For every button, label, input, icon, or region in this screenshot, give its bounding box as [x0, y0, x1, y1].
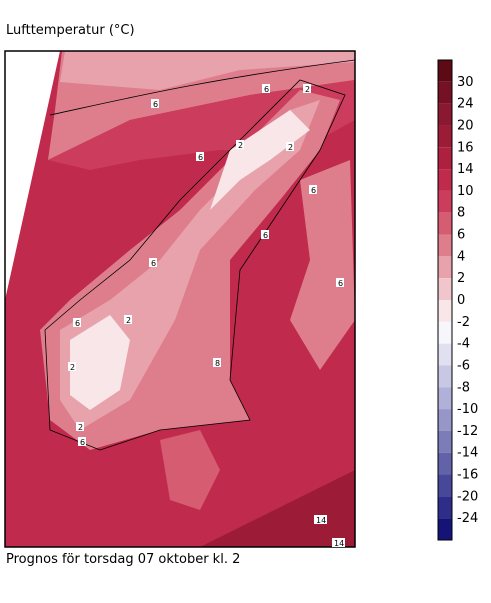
contour-label: 2 — [78, 423, 83, 432]
cold-mountain-region — [70, 315, 130, 410]
colorbar-label: -12 — [457, 424, 478, 439]
contour-label-box — [73, 318, 81, 327]
south-land-region — [160, 430, 220, 510]
contour-label-box — [76, 422, 84, 431]
colorbar-label: -8 — [457, 380, 470, 395]
contour-label: 14 — [334, 539, 344, 548]
contour-label-box — [151, 99, 159, 108]
contour-label: 6 — [263, 231, 268, 240]
contour-label: 6 — [264, 85, 269, 94]
colorbar-label: 16 — [457, 140, 474, 155]
colorbar-label: 2 — [457, 271, 465, 286]
contour-label: 6 — [151, 259, 156, 268]
colorbar-label: -2 — [457, 315, 470, 330]
contour-label: 2 — [305, 85, 310, 94]
colorbar-box — [438, 147, 452, 170]
colorbar-label: -16 — [457, 468, 478, 483]
contour-label-box — [261, 230, 269, 239]
forecast-footer: Prognos för torsdag 07 oktober kl. 2 — [6, 552, 240, 567]
colorbar-box — [438, 103, 452, 126]
contour-label-box — [124, 315, 132, 324]
contour-label: 2 — [288, 143, 293, 152]
colorbar-box — [438, 81, 452, 104]
colorbar-box — [438, 387, 452, 410]
contour-label: 6 — [338, 279, 343, 288]
colorbar-label: 4 — [457, 249, 465, 264]
finland-region — [290, 160, 355, 370]
colorbar-label: 24 — [457, 97, 474, 112]
southeast-warm-region — [200, 470, 355, 547]
contour-label-box — [68, 362, 76, 371]
contour-label: 2 — [126, 316, 131, 325]
contour-label-box — [314, 515, 327, 524]
sea-region — [60, 51, 355, 90]
colorbar-box — [438, 169, 452, 191]
colorbar-box — [438, 452, 452, 475]
contour-label: 6 — [311, 186, 316, 195]
coastline — [44, 79, 346, 451]
baltic-sea — [230, 220, 310, 380]
colorbar-label: 0 — [457, 293, 465, 308]
contour-line — [49, 59, 356, 116]
contour-label-box — [332, 538, 345, 547]
colorbar-box — [438, 278, 452, 300]
colorbar-box — [438, 300, 452, 322]
colorbar: 30242016141086420-2-4-6-8-10-12-14-16-20… — [437, 59, 478, 541]
contour-label-box — [262, 84, 270, 93]
contour-label: 2 — [238, 141, 243, 150]
contour-label-box — [149, 258, 157, 267]
colorbar-label: 20 — [457, 118, 474, 133]
no-data-area — [5, 51, 60, 300]
colorbar-label: -20 — [457, 489, 478, 504]
contour-label: 6 — [80, 438, 85, 447]
colorbar-label: 30 — [457, 75, 474, 90]
contour-label: 14 — [316, 516, 326, 525]
contour-label-box — [303, 84, 311, 93]
map-title: Lufttemperatur (°C) — [6, 23, 135, 38]
contour-label-box — [309, 185, 317, 194]
colorbar-box — [438, 474, 452, 497]
colorbar-label: -4 — [457, 337, 470, 352]
contour-label: 8 — [215, 359, 220, 368]
contour-label: 6 — [198, 153, 203, 162]
colorbar-box — [438, 496, 452, 519]
contour-label-box — [286, 142, 294, 151]
contour-label: 2 — [70, 363, 75, 372]
contour-label-box — [336, 278, 344, 287]
colorbar-box — [438, 190, 452, 213]
colorbar-box — [438, 321, 452, 344]
contour-label-box — [78, 437, 86, 446]
colorbar-box — [438, 430, 452, 453]
colorbar-box — [438, 212, 452, 235]
colorbar-box — [438, 234, 452, 257]
colorbar-label: -10 — [457, 402, 478, 417]
colorbar-box — [438, 518, 452, 540]
contour-label: 6 — [153, 100, 158, 109]
cold-north-region — [210, 110, 310, 210]
colorbar-box — [438, 125, 452, 148]
colorbar-box — [438, 365, 452, 388]
contour-label-box — [196, 152, 204, 161]
colorbar-frame — [437, 59, 453, 541]
contour-label: 6 — [75, 319, 80, 328]
map-frame — [4, 50, 356, 548]
colorbar-box — [438, 343, 452, 366]
colorbar-label: -6 — [457, 358, 470, 373]
colorbar-label: 6 — [457, 228, 465, 243]
colorbar-box — [438, 256, 452, 279]
colorbar-label: -14 — [457, 446, 478, 461]
contour-label-box — [236, 140, 244, 149]
colorbar-label: 10 — [457, 184, 474, 199]
colorbar-box — [438, 409, 452, 431]
colorbar-label: 8 — [457, 206, 465, 221]
colorbar-box — [438, 60, 452, 82]
colorbar-label: -24 — [457, 511, 478, 526]
contour-label-box — [213, 358, 221, 367]
map: 6 6 2 6 2 2 6 6 6 6 6 2 2 8 2 6 14 14 — [4, 50, 356, 548]
colorbar-label: 14 — [457, 162, 474, 177]
